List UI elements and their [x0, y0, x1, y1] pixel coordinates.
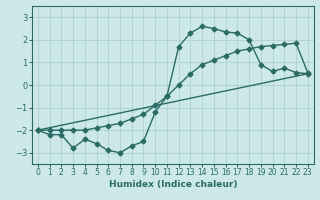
X-axis label: Humidex (Indice chaleur): Humidex (Indice chaleur): [108, 180, 237, 189]
